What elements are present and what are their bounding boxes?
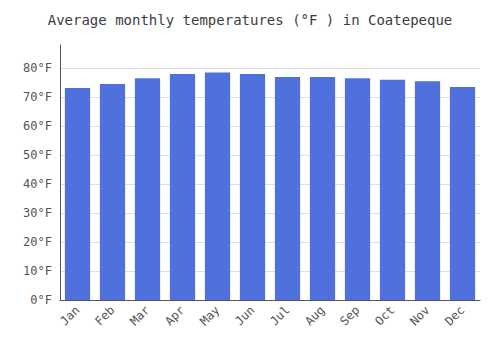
svg-text:Aug: Aug [302, 303, 327, 328]
svg-text:30°F: 30°F [23, 206, 52, 220]
svg-text:60°F: 60°F [23, 119, 52, 133]
svg-text:Nov: Nov [407, 303, 432, 328]
svg-text:20°F: 20°F [23, 235, 52, 249]
svg-text:Oct: Oct [372, 303, 397, 328]
svg-text:0°F: 0°F [30, 293, 52, 307]
svg-text:40°F: 40°F [23, 177, 52, 191]
svg-text:Apr: Apr [162, 303, 187, 328]
svg-text:Mar: Mar [127, 303, 152, 328]
svg-text:May: May [197, 303, 222, 328]
svg-text:Dec: Dec [442, 303, 467, 328]
svg-text:Average monthly temperatures (: Average monthly temperatures (°F ) in Co… [48, 12, 453, 28]
svg-text:80°F: 80°F [23, 61, 52, 75]
svg-text:10°F: 10°F [23, 264, 52, 278]
svg-text:Jan: Jan [57, 303, 82, 328]
svg-text:Sep: Sep [337, 303, 362, 328]
svg-text:Jul: Jul [267, 303, 292, 328]
svg-text:Jun: Jun [232, 303, 257, 328]
svg-text:Feb: Feb [92, 303, 117, 328]
svg-text:70°F: 70°F [23, 90, 52, 104]
svg-text:50°F: 50°F [23, 148, 52, 162]
